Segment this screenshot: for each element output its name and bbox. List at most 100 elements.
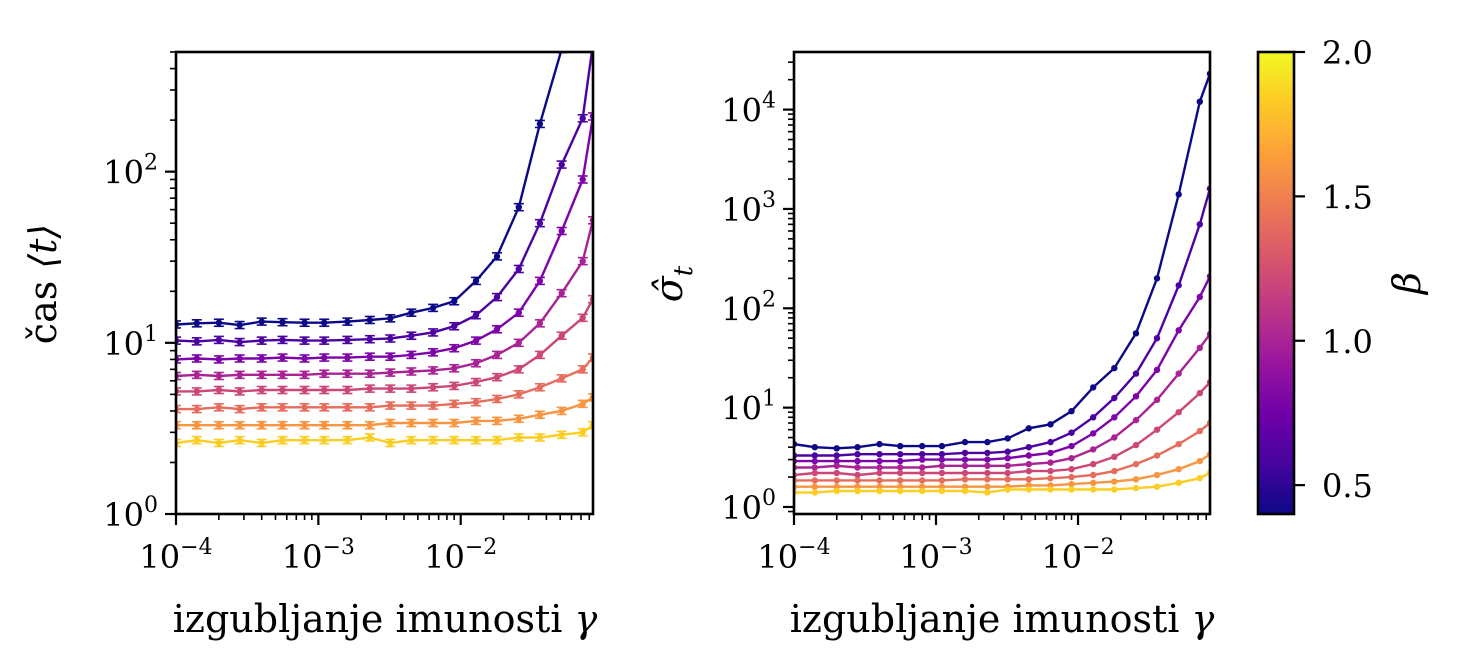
data-point [938,487,946,495]
data-point [258,355,265,362]
y-tick-label: 100 [721,486,776,527]
data-point [193,388,200,395]
data-point [301,319,308,326]
data-point [1004,469,1011,477]
data-point [344,336,351,344]
y-tick-label: 102 [103,151,158,192]
data-point [387,315,394,322]
data-point [193,320,200,327]
data-point [536,434,544,441]
series-β=1.40 [794,451,1210,490]
data-point [215,372,223,380]
data-point [258,371,265,378]
series-β=1.23 [176,353,593,414]
data-point [279,422,286,429]
data-point [408,437,415,444]
data-point [876,464,883,471]
y-tick-label: 103 [721,188,776,229]
data-point [558,375,565,382]
data-point [558,161,565,168]
data-point [429,349,437,356]
data-point [536,120,544,128]
data-point [897,464,904,471]
data-point [1025,425,1033,432]
x-tick-label: 10−4 [139,535,212,576]
data-point [938,477,946,484]
data-point [833,477,840,484]
data-point [451,437,458,444]
data-point [193,405,200,413]
data-point [1004,462,1011,469]
data-point [897,469,904,477]
data-point [579,366,586,373]
data-point [1132,416,1140,424]
data-point [515,366,522,373]
data-point [1196,344,1204,351]
colorbar-tick-label: 1.5 [1322,178,1373,216]
data-point [515,204,522,211]
data-point [579,176,586,183]
data-point [1132,476,1140,483]
data-point [1025,476,1033,483]
data-point [854,464,861,471]
data-point [1111,478,1118,485]
data-point [876,451,883,458]
data-point [493,395,501,403]
left-panel: 10−4 10−3 10−2 100 101 102 izgubljanje imuno… [21,50,598,641]
data-point [472,378,480,386]
data-point [811,483,818,490]
data-point [515,434,522,441]
data-point [1153,396,1161,403]
data-point [215,422,223,429]
series-β=1.57 [176,420,593,448]
data-point [1025,452,1033,459]
data-point [919,477,926,484]
series-β=0.40 [794,70,1210,452]
data-point [558,227,565,235]
data-point [408,309,415,316]
data-point [301,337,308,344]
data-point [984,462,991,469]
x-tick-label: 10−4 [757,535,830,576]
data-point [451,400,458,408]
data-point [1196,389,1204,397]
data-point [301,355,308,362]
data-point [236,437,243,444]
data-point [558,407,565,415]
data-point [919,464,926,471]
data-point [215,319,223,326]
left-y-tick-labels: 100 101 102 [103,151,158,534]
data-point [493,374,501,381]
data-point [833,462,840,469]
data-point [493,253,501,260]
data-point [472,417,480,425]
data-point [429,367,437,374]
data-point [1153,483,1161,490]
data-point [876,457,883,465]
data-point [387,419,394,427]
data-point [1175,282,1182,289]
data-point [833,445,840,452]
data-point [1004,476,1011,483]
left-axes-frame [174,50,595,516]
data-point [321,370,328,377]
data-point [1090,460,1097,468]
data-point [1068,466,1075,473]
data-point [536,320,544,327]
data-point [366,336,373,343]
data-point [1025,460,1033,468]
data-point [919,469,926,477]
data-point [344,422,351,429]
data-point [279,437,286,444]
data-point [1196,221,1204,228]
data-point [493,326,501,333]
data-point [472,399,480,406]
data-point [236,422,243,429]
data-point [897,477,904,484]
series-β=1.57 [794,469,1210,496]
data-point [1004,435,1011,442]
data-point [854,471,861,479]
data-point [321,386,328,394]
data-point [321,354,328,361]
